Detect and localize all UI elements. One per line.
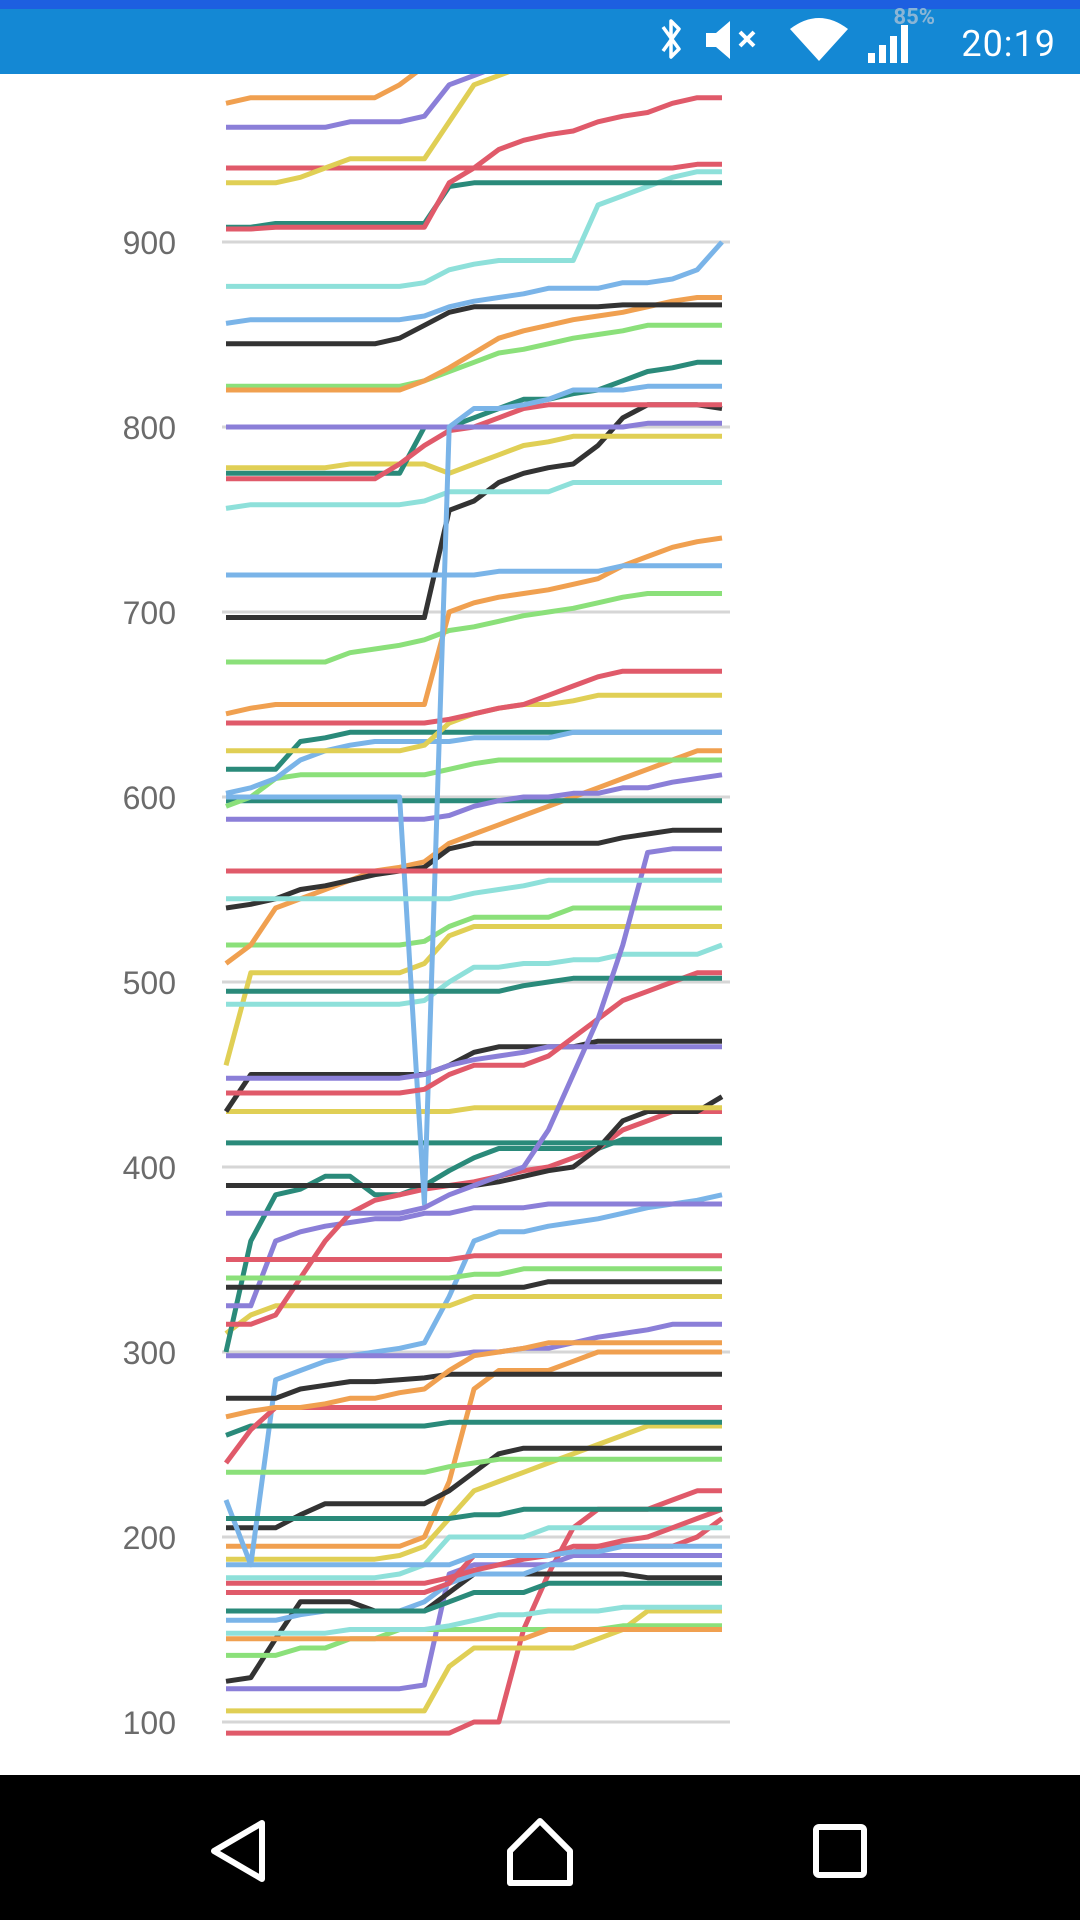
series-line-48 bbox=[226, 322, 722, 389]
series-line-68 bbox=[226, 383, 722, 1207]
series-line-52 bbox=[226, 169, 722, 289]
series-line-56 bbox=[226, 74, 510, 186]
series-line-2 bbox=[226, 1608, 722, 1714]
series-line-10 bbox=[226, 1525, 722, 1581]
series-line-55 bbox=[226, 161, 722, 171]
volume-muted-icon bbox=[706, 21, 756, 59]
navigation-bar bbox=[0, 1775, 1080, 1920]
series-line-54 bbox=[226, 95, 722, 232]
series-line-50 bbox=[226, 302, 722, 347]
series-line-12 bbox=[226, 1349, 722, 1549]
y-tick-label: 900 bbox=[123, 225, 176, 261]
series-line-36 bbox=[225, 729, 722, 796]
series-line-67 bbox=[226, 1279, 722, 1290]
series-line-59 bbox=[226, 1506, 723, 1586]
series-lines bbox=[223, 74, 724, 1736]
series-line-18 bbox=[226, 1321, 722, 1359]
series-line-61 bbox=[226, 1604, 722, 1636]
series-line-24 bbox=[226, 1105, 722, 1114]
series-line-38 bbox=[226, 668, 722, 726]
series-line-69 bbox=[226, 1044, 722, 1081]
series-line-45 bbox=[226, 359, 722, 476]
series-line-40 bbox=[226, 402, 723, 620]
series-line-22 bbox=[226, 1109, 722, 1327]
series-line-65 bbox=[226, 1266, 722, 1281]
series-line-34 bbox=[225, 757, 722, 809]
y-tick-label: 700 bbox=[123, 595, 176, 631]
series-line-58 bbox=[225, 74, 419, 106]
y-tick-label: 600 bbox=[123, 780, 176, 816]
y-tick-label: 100 bbox=[123, 1705, 176, 1741]
back-icon[interactable] bbox=[200, 1811, 280, 1891]
series-line-30 bbox=[224, 748, 722, 966]
home-icon[interactable] bbox=[500, 1811, 580, 1891]
series-line-41 bbox=[225, 535, 723, 717]
series-line-53 bbox=[226, 180, 722, 230]
series-line-17 bbox=[226, 1371, 722, 1401]
series-line-21 bbox=[226, 1201, 722, 1309]
series-line-63 bbox=[225, 1340, 722, 1420]
bluetooth-icon bbox=[661, 19, 681, 59]
series-line-16 bbox=[223, 1405, 722, 1465]
series-line-44 bbox=[226, 433, 722, 476]
series-line-43 bbox=[225, 480, 722, 511]
series-line-14 bbox=[223, 1192, 723, 1568]
series-line-19 bbox=[224, 1294, 722, 1336]
series-line-13 bbox=[226, 1445, 722, 1531]
series-line-11 bbox=[226, 1423, 722, 1562]
series-line-26 bbox=[223, 1038, 722, 1113]
series-line-27 bbox=[223, 924, 722, 1066]
series-line-47 bbox=[226, 420, 722, 430]
series-line-66 bbox=[226, 1253, 722, 1262]
cell-signal-icon bbox=[868, 25, 908, 63]
series-line-3 bbox=[226, 1553, 722, 1692]
series-line-29 bbox=[226, 905, 722, 948]
wifi-icon bbox=[790, 18, 848, 61]
series-line-72 bbox=[226, 846, 722, 1216]
y-tick-label: 200 bbox=[123, 1520, 176, 1556]
y-tick-label: 500 bbox=[123, 965, 176, 1001]
series-line-64 bbox=[226, 1456, 722, 1475]
series-line-49 bbox=[226, 295, 722, 393]
series-line-28 bbox=[226, 942, 723, 1007]
series-line-60 bbox=[226, 1543, 722, 1568]
series-line-71 bbox=[226, 975, 722, 994]
series-line-8 bbox=[226, 1580, 722, 1614]
series-line-74 bbox=[226, 877, 722, 902]
status-bar: 85% 20:19 bbox=[0, 0, 1080, 74]
y-tick-label: 300 bbox=[123, 1335, 176, 1371]
series-line-42 bbox=[226, 563, 722, 578]
recents-icon[interactable] bbox=[800, 1811, 880, 1891]
series-line-39 bbox=[226, 591, 722, 665]
series-line-6 bbox=[226, 1627, 722, 1642]
series-line-33 bbox=[226, 772, 723, 822]
series-line-5 bbox=[226, 1623, 722, 1658]
y-tick-label: 400 bbox=[123, 1150, 176, 1186]
series-line-15 bbox=[225, 1419, 722, 1438]
series-line-31 bbox=[225, 827, 722, 911]
y-axis-ticks: 100 200 300 400 500 600 700 800 900 bbox=[123, 225, 176, 1741]
status-time: 20:19 bbox=[961, 23, 1056, 65]
y-tick-label: 800 bbox=[123, 410, 176, 446]
series-line-62 bbox=[226, 1506, 722, 1521]
line-chart: 100 200 300 400 500 600 700 800 900 bbox=[123, 74, 730, 1741]
series-line-57 bbox=[226, 74, 486, 130]
series-line-70 bbox=[226, 970, 722, 1096]
battery-percentage: 85% bbox=[893, 5, 935, 30]
series-line-51 bbox=[225, 240, 724, 326]
